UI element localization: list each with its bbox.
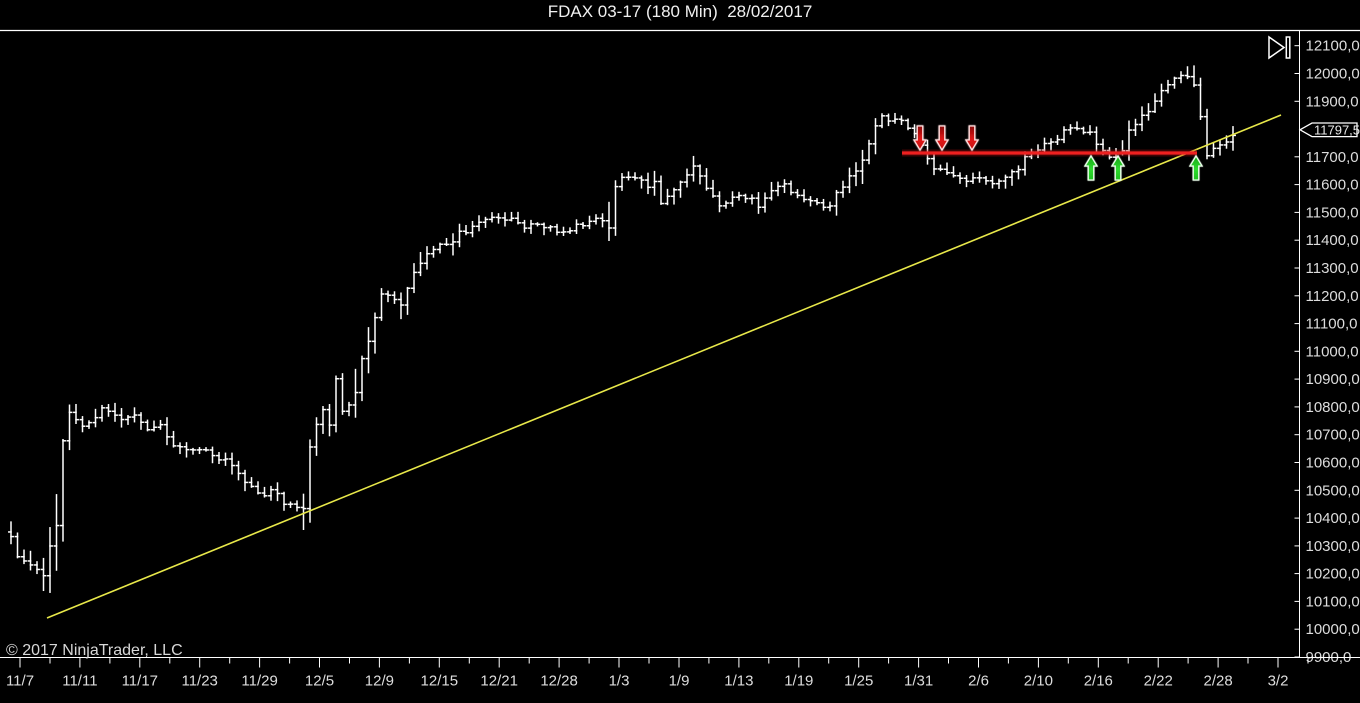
svg-text:10300,0: 10300,0: [1306, 538, 1360, 555]
svg-text:12/5: 12/5: [305, 673, 334, 690]
svg-text:10200,0: 10200,0: [1306, 566, 1360, 583]
svg-text:12/28: 12/28: [540, 673, 578, 690]
svg-text:10700,0: 10700,0: [1306, 427, 1360, 444]
svg-text:11/7: 11/7: [6, 673, 34, 690]
svg-text:2/6: 2/6: [968, 673, 989, 690]
svg-text:11900,0: 11900,0: [1306, 93, 1359, 110]
svg-text:2/22: 2/22: [1144, 673, 1173, 690]
svg-text:10600,0: 10600,0: [1306, 455, 1360, 472]
svg-text:11100,0: 11100,0: [1306, 316, 1358, 333]
svg-text:11000,0: 11000,0: [1306, 343, 1359, 360]
svg-text:FDAX 03-17 (180 Min) 28/02/20: FDAX 03-17 (180 Min) 28/02/2017: [548, 2, 813, 21]
svg-text:11/23: 11/23: [181, 673, 217, 690]
svg-text:2/28: 2/28: [1203, 673, 1232, 690]
svg-text:© 2017 NinjaTrader, LLC: © 2017 NinjaTrader, LLC: [6, 642, 183, 659]
svg-text:1/25: 1/25: [844, 673, 873, 690]
svg-text:3/2: 3/2: [1268, 673, 1289, 690]
svg-text:10900,0: 10900,0: [1306, 371, 1360, 388]
svg-text:11300,0: 11300,0: [1306, 260, 1359, 277]
svg-text:1/19: 1/19: [784, 673, 813, 690]
svg-text:11500,0: 11500,0: [1306, 204, 1359, 221]
svg-text:11/11: 11/11: [62, 673, 97, 690]
svg-text:2/10: 2/10: [1024, 673, 1053, 690]
svg-text:1/9: 1/9: [669, 673, 690, 690]
svg-text:11600,0: 11600,0: [1306, 177, 1359, 194]
svg-text:10100,0: 10100,0: [1306, 593, 1360, 610]
svg-text:10800,0: 10800,0: [1306, 399, 1360, 416]
svg-text:11797,5: 11797,5: [1314, 123, 1360, 138]
svg-text:12100,0: 12100,0: [1306, 38, 1360, 55]
svg-text:11/17: 11/17: [122, 673, 158, 690]
svg-text:12/21: 12/21: [480, 673, 518, 690]
svg-text:11400,0: 11400,0: [1306, 232, 1359, 249]
svg-text:12/15: 12/15: [421, 673, 459, 690]
svg-text:1/31: 1/31: [904, 673, 933, 690]
svg-text:11/29: 11/29: [241, 673, 277, 690]
svg-text:11700,0: 11700,0: [1306, 149, 1359, 166]
svg-text:12/9: 12/9: [365, 673, 394, 690]
svg-text:1/3: 1/3: [609, 673, 630, 690]
svg-text:10000,0: 10000,0: [1306, 621, 1360, 638]
svg-text:1/13: 1/13: [724, 673, 753, 690]
svg-text:10400,0: 10400,0: [1306, 510, 1360, 527]
svg-text:12000,0: 12000,0: [1306, 66, 1360, 83]
svg-text:10500,0: 10500,0: [1306, 482, 1360, 499]
svg-text:2/16: 2/16: [1084, 673, 1113, 690]
svg-text:11200,0: 11200,0: [1306, 288, 1359, 305]
